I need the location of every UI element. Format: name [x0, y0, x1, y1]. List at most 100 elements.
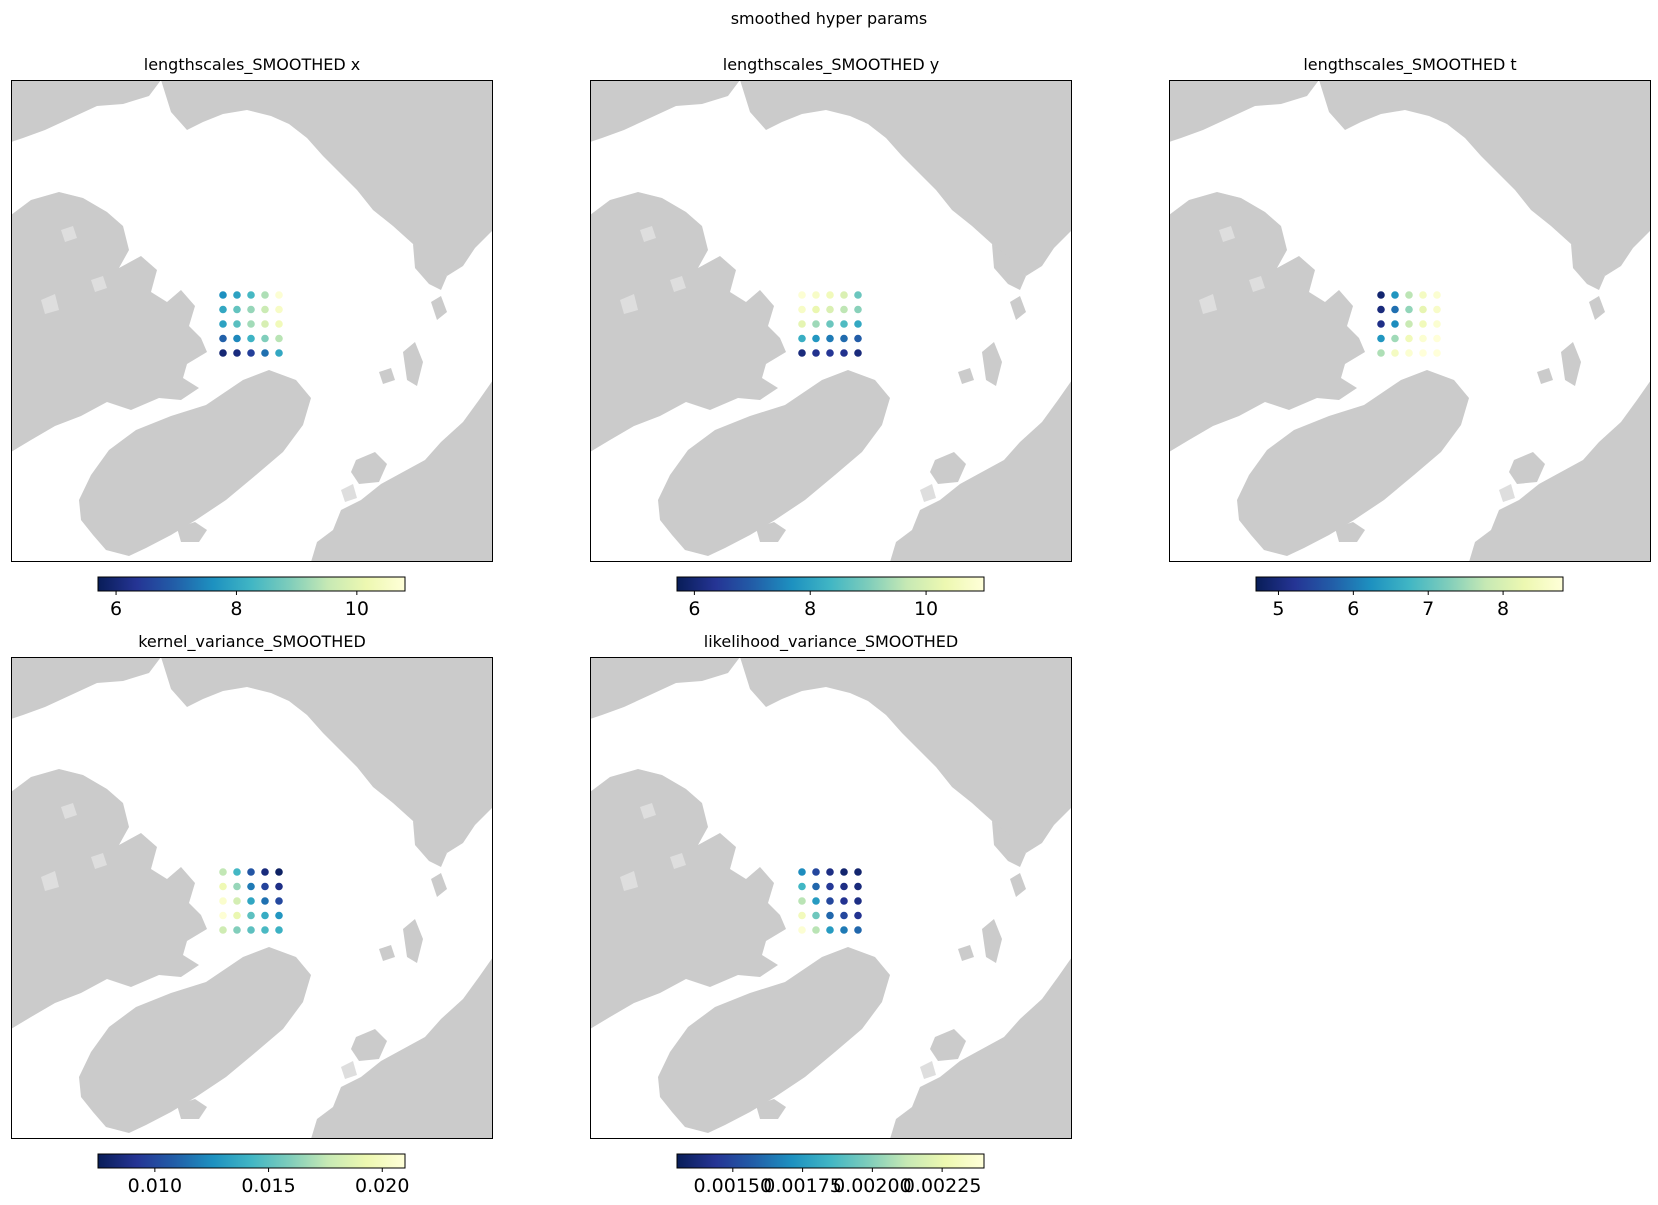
data-point [798, 926, 806, 934]
data-point [219, 334, 227, 343]
data-point [826, 334, 834, 343]
data-point [247, 882, 255, 891]
data-point [812, 349, 820, 357]
data-point [798, 911, 806, 920]
data-point [1433, 291, 1441, 299]
data-point [1377, 320, 1385, 328]
data-point [826, 911, 834, 920]
map-frame [590, 657, 1072, 1139]
data-point [247, 897, 255, 905]
data-point [233, 868, 241, 876]
data-point [812, 926, 820, 934]
colorbar-tick-label: 6 [1347, 598, 1359, 620]
map-area [590, 657, 1072, 1139]
data-point [854, 291, 862, 299]
data-point [261, 305, 269, 314]
map-panel: lengthscales_SMOOTHED y 6 8 10 [590, 55, 1072, 620]
data-point [1433, 320, 1441, 328]
data-point [826, 868, 834, 876]
data-point [812, 334, 820, 343]
colorbar-tick-label: 6 [110, 598, 122, 620]
data-point [798, 320, 806, 328]
data-point [275, 320, 283, 328]
data-point [854, 868, 862, 876]
data-point [1377, 334, 1385, 343]
data-point [233, 882, 241, 891]
data-point [1405, 320, 1413, 328]
data-point [261, 911, 269, 920]
map-frame [11, 80, 493, 562]
data-point [275, 291, 283, 299]
colorbar-tick-label: 5 [1272, 598, 1284, 620]
data-point [275, 897, 283, 905]
panel-title: lengthscales_SMOOTHED y [723, 55, 940, 75]
data-point [826, 349, 834, 357]
data-point [826, 897, 834, 905]
data-point [247, 349, 255, 357]
data-point [247, 911, 255, 920]
data-point [798, 882, 806, 891]
panel-title: likelihood_variance_SMOOTHED [704, 632, 958, 652]
data-point [1419, 320, 1427, 328]
data-point [854, 320, 862, 328]
map-frame [11, 657, 493, 1139]
data-point [261, 926, 269, 934]
data-point [219, 349, 227, 357]
map-area [1169, 80, 1651, 562]
data-point [1391, 305, 1399, 314]
colorbar-tick-label: 0.00175 [763, 1175, 842, 1197]
map-area [11, 80, 493, 562]
data-point [261, 897, 269, 905]
map-frame [590, 80, 1072, 562]
data-point [1391, 320, 1399, 328]
colorbar-tick-label: 0.020 [355, 1175, 409, 1197]
colorbar-tick-label: 0.00200 [833, 1175, 912, 1197]
data-point [812, 305, 820, 314]
land-mass [590, 80, 1072, 562]
data-point [247, 868, 255, 876]
map-panel: kernel_variance_SMOOTHED 0.010 0.015 0.020 [11, 632, 493, 1197]
land-mass [590, 657, 1072, 1139]
data-point [854, 882, 862, 891]
land-mass [1169, 80, 1651, 562]
colorbar: 5 6 7 8 [1255, 576, 1564, 620]
data-point [1433, 349, 1441, 357]
data-point [219, 911, 227, 920]
data-point [854, 897, 862, 905]
land-mass [11, 657, 493, 1139]
colorbar-tick-label: 10 [345, 598, 369, 620]
data-point [275, 926, 283, 934]
data-point [826, 926, 834, 934]
data-point [1419, 305, 1427, 314]
data-point [233, 305, 241, 314]
data-point [812, 320, 820, 328]
data-point [275, 911, 283, 920]
data-point [798, 291, 806, 299]
map-panel: likelihood_variance_SMOOTHED 0.001500.001… [590, 632, 1072, 1197]
data-point [219, 305, 227, 314]
data-point [840, 897, 848, 905]
data-point [840, 305, 848, 314]
data-point [840, 349, 848, 357]
colorbar: 6 8 10 [97, 576, 406, 620]
data-point [1391, 349, 1399, 357]
colorbar-tick-label: 8 [230, 598, 242, 620]
colorbar-tick-label: 8 [1497, 598, 1509, 620]
data-point [275, 868, 283, 876]
data-point [798, 868, 806, 876]
data-point [1419, 334, 1427, 343]
data-point [247, 291, 255, 299]
data-point [1377, 291, 1385, 299]
map-area [590, 80, 1072, 562]
map-frame [1169, 80, 1651, 562]
data-point [798, 897, 806, 905]
colorbar-tick-label: 0.015 [241, 1175, 295, 1197]
data-point [247, 305, 255, 314]
data-point [219, 882, 227, 891]
panel-title: lengthscales_SMOOTHED t [1303, 55, 1516, 75]
data-point [247, 334, 255, 343]
panel-title: lengthscales_SMOOTHED x [144, 55, 361, 75]
data-point [233, 291, 241, 299]
